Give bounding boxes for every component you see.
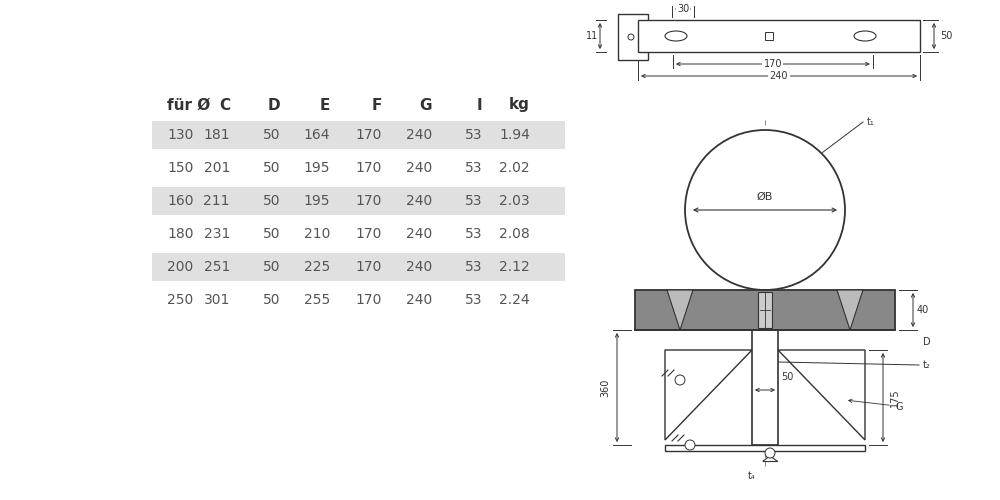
Text: 2.12: 2.12	[499, 260, 530, 274]
Text: 240: 240	[406, 161, 432, 175]
Text: 164: 164	[304, 128, 330, 142]
Ellipse shape	[854, 31, 876, 41]
Text: E: E	[320, 98, 330, 112]
Ellipse shape	[628, 34, 634, 40]
Circle shape	[685, 130, 845, 290]
Text: I: I	[476, 98, 482, 112]
Text: 225: 225	[304, 260, 330, 274]
Text: C: C	[219, 98, 230, 112]
Text: 240: 240	[406, 293, 432, 307]
Text: 53: 53	[464, 293, 482, 307]
Text: 200: 200	[167, 260, 193, 274]
Text: 180: 180	[167, 227, 194, 241]
Bar	[665, 445, 865, 451]
Text: 50: 50	[262, 227, 280, 241]
Bar	[635, 290, 895, 330]
Bar	[752, 330, 778, 445]
Text: 50: 50	[940, 31, 952, 41]
Text: 211: 211	[204, 194, 230, 208]
Polygon shape	[778, 350, 865, 440]
Polygon shape	[618, 14, 648, 60]
Text: 2.24: 2.24	[499, 293, 530, 307]
Text: 53: 53	[464, 194, 482, 208]
Text: 53: 53	[464, 128, 482, 142]
Text: 301: 301	[204, 293, 230, 307]
Circle shape	[675, 375, 685, 385]
Text: G: G	[420, 98, 432, 112]
Text: 181: 181	[203, 128, 230, 142]
Text: 195: 195	[304, 161, 330, 175]
Text: 210: 210	[304, 227, 330, 241]
Text: 40: 40	[917, 305, 929, 315]
Text: 30: 30	[677, 4, 689, 14]
Text: 150: 150	[167, 161, 193, 175]
Ellipse shape	[665, 31, 687, 41]
Text: 2.08: 2.08	[499, 227, 530, 241]
Text: 170: 170	[356, 227, 382, 241]
Text: G: G	[895, 402, 902, 412]
Text: 240: 240	[406, 194, 432, 208]
Text: F: F	[372, 98, 382, 112]
Text: 160: 160	[167, 194, 194, 208]
Text: t₄: t₄	[748, 471, 756, 481]
Text: 50: 50	[262, 260, 280, 274]
Text: 250: 250	[167, 293, 193, 307]
Text: 170: 170	[356, 194, 382, 208]
Text: 130: 130	[167, 128, 193, 142]
Text: 170: 170	[356, 293, 382, 307]
Text: t₂: t₂	[923, 360, 931, 370]
Text: 53: 53	[464, 161, 482, 175]
Text: 50: 50	[262, 293, 280, 307]
Text: 50: 50	[262, 194, 280, 208]
Polygon shape	[837, 290, 863, 330]
Bar	[638, 20, 920, 52]
Text: 1.94: 1.94	[499, 128, 530, 142]
Text: D: D	[923, 337, 931, 347]
Text: 50: 50	[262, 161, 280, 175]
Bar	[152, 187, 565, 215]
Polygon shape	[665, 350, 752, 440]
Text: 240: 240	[406, 128, 432, 142]
Text: 50: 50	[262, 128, 280, 142]
Text: 195: 195	[304, 194, 330, 208]
Text: 360: 360	[600, 378, 610, 396]
Text: 231: 231	[204, 227, 230, 241]
Text: für Ø: für Ø	[167, 98, 210, 112]
Bar	[152, 253, 565, 281]
Text: 2.03: 2.03	[499, 194, 530, 208]
Text: kg: kg	[509, 98, 530, 112]
Text: 240: 240	[770, 71, 788, 81]
Text: 2.02: 2.02	[499, 161, 530, 175]
Text: 251: 251	[204, 260, 230, 274]
Text: 170: 170	[764, 59, 782, 69]
Polygon shape	[667, 290, 693, 330]
Text: 170: 170	[356, 260, 382, 274]
Text: t₁: t₁	[867, 117, 875, 127]
Text: 255: 255	[304, 293, 330, 307]
Text: 53: 53	[464, 260, 482, 274]
Bar	[152, 121, 565, 149]
Circle shape	[765, 448, 775, 458]
Text: 175: 175	[890, 388, 900, 407]
Bar	[758, 292, 772, 328]
Circle shape	[685, 440, 695, 450]
Text: 201: 201	[204, 161, 230, 175]
Text: 240: 240	[406, 227, 432, 241]
Text: ØB: ØB	[757, 192, 773, 202]
Text: 170: 170	[356, 128, 382, 142]
Text: 53: 53	[464, 227, 482, 241]
Bar	[765, 32, 773, 40]
Text: 50: 50	[781, 372, 793, 382]
Text: 11: 11	[586, 31, 598, 41]
Text: D: D	[267, 98, 280, 112]
Text: 170: 170	[356, 161, 382, 175]
Text: 240: 240	[406, 260, 432, 274]
